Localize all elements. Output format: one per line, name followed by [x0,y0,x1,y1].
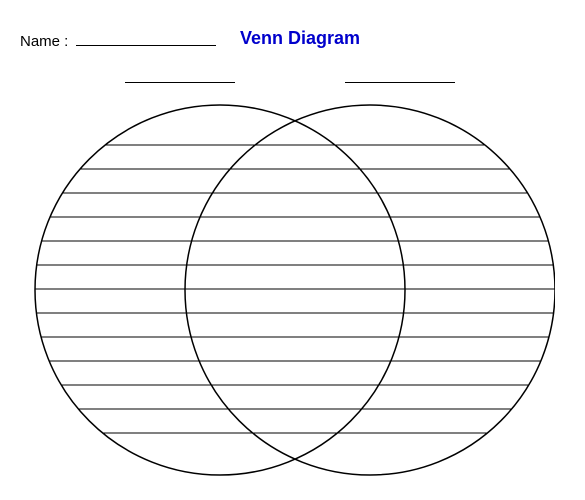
name-label: Name : [20,33,68,50]
page-title: Venn Diagram [240,28,360,49]
name-input-line[interactable] [76,30,216,46]
left-circle-label-line[interactable] [125,82,235,83]
header-row: Name : [20,30,216,50]
right-circle-label-line[interactable] [345,82,455,83]
venn-svg [30,100,555,480]
venn-diagram [30,100,555,480]
